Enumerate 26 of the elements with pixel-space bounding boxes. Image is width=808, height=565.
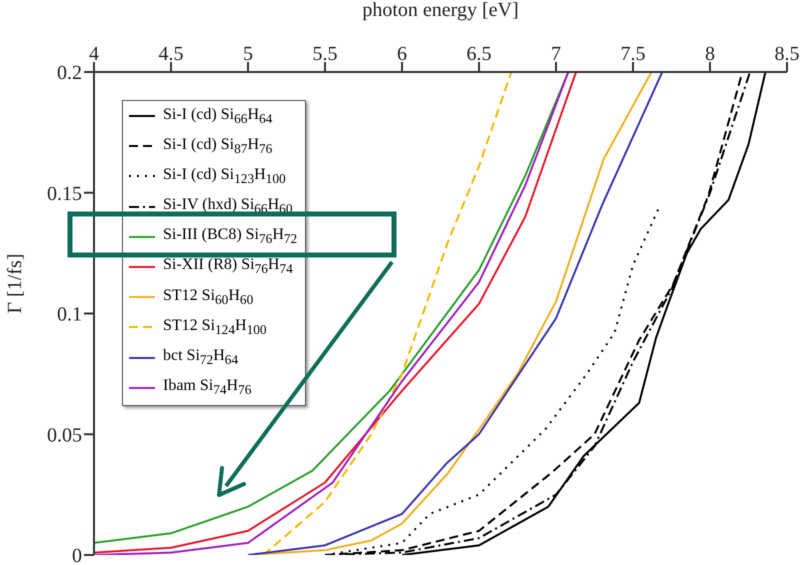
x-tick-label: 8.5 bbox=[774, 43, 800, 65]
legend-label: Si-III (BC8) Si$_{76}$H$_{72}$ bbox=[163, 226, 298, 248]
legend-label: Si-I (cd) Si$_{87}$H$_{76}$ bbox=[163, 136, 272, 157]
y-tick-label: 0.2 bbox=[57, 62, 82, 84]
x-tick-label: 5 bbox=[243, 43, 253, 65]
x-tick-label: 4.5 bbox=[158, 43, 184, 65]
x-axis-title: photon energy [eV] bbox=[362, 0, 519, 22]
y-axis-title: Γ [1/fs] bbox=[4, 254, 26, 314]
legend-label: Si-I (cd) Si$_{123}$H$_{100}$ bbox=[163, 166, 286, 188]
legend-label: ST12 Si$_{124}$H$_{100}$ bbox=[163, 316, 267, 338]
legend-label: Ibam Si$_{74}$H$_{76}$ bbox=[163, 377, 252, 398]
x-tick-label: 7.5 bbox=[620, 43, 646, 65]
x-tick-label: 4 bbox=[89, 43, 99, 65]
y-tick-label: 0.15 bbox=[47, 182, 82, 205]
x-tick-label: 8 bbox=[705, 43, 715, 65]
x-tick-label: 6 bbox=[397, 43, 407, 65]
legend-label: Si-I (cd) Si$_{66}$H$_{64}$ bbox=[163, 106, 272, 127]
legend-label: Si-XII (R8) Si$_{76}$H$_{74}$ bbox=[163, 256, 293, 278]
y-tick-label: 0.1 bbox=[57, 304, 82, 326]
y-tick-label: 0 bbox=[72, 545, 82, 565]
x-tick-label: 6.5 bbox=[466, 43, 492, 65]
y-tick-label: 0.05 bbox=[47, 424, 82, 446]
legend-label: bct Si$_{72}$H$_{64}$ bbox=[163, 347, 238, 368]
x-tick-label: 5.5 bbox=[312, 43, 338, 65]
x-tick-label: 7 bbox=[551, 43, 561, 65]
legend-label: ST12 Si$_{60}$H$_{60}$ bbox=[163, 286, 254, 308]
